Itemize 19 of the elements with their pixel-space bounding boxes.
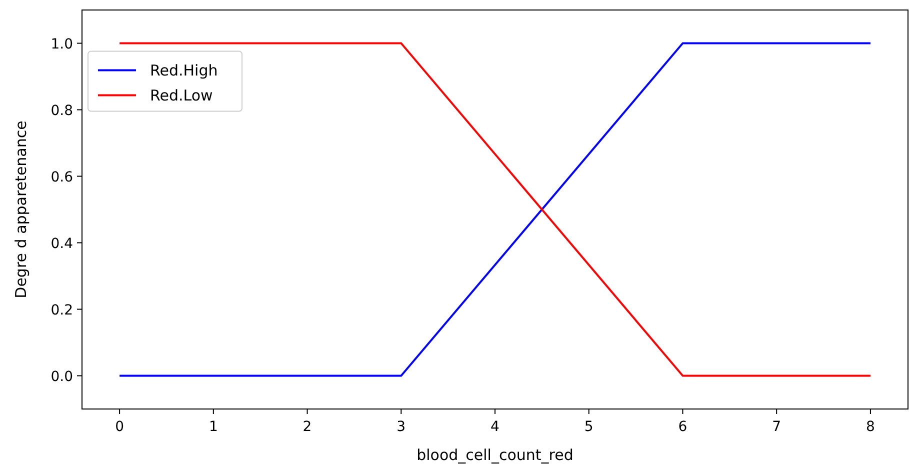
x-tick-label: 1	[208, 419, 218, 435]
y-axis-title: Degre d apparetenance	[12, 120, 30, 298]
x-tick-label: 3	[396, 419, 406, 435]
x-tick-label: 0	[115, 419, 124, 435]
x-tick-label: 5	[584, 419, 594, 435]
x-axis-title: blood_cell_count_red	[416, 446, 574, 464]
x-tick-label: 4	[490, 419, 500, 435]
legend-label: Red.Low	[150, 86, 213, 104]
legend-label: Red.High	[150, 61, 218, 80]
x-tick-label: 6	[678, 419, 688, 435]
y-tick-label: 0.6	[50, 169, 74, 186]
x-tick-label: 7	[772, 419, 782, 435]
y-tick-label: 1.0	[50, 36, 73, 52]
y-tick-label: 0.0	[50, 368, 73, 385]
x-tick-label: 2	[302, 419, 312, 435]
y-tick-label: 0.2	[50, 302, 73, 318]
y-tick-label: 0.4	[50, 236, 74, 252]
y-tick-label: 0.8	[50, 102, 73, 119]
x-tick-label: 8	[866, 419, 875, 435]
